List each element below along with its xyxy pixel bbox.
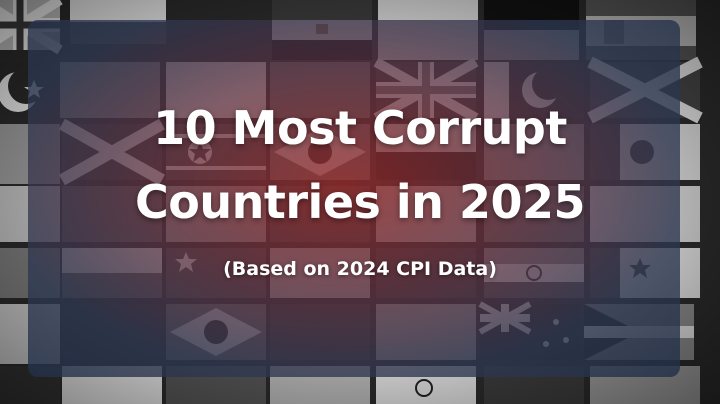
title-line-2: Countries in 2025 bbox=[135, 175, 585, 229]
subtitle: (Based on 2024 CPI Data) bbox=[223, 258, 497, 280]
title-line-1: 10 Most Corrupt bbox=[153, 101, 567, 155]
flag-white-band-icon bbox=[70, 0, 166, 22]
title-panel bbox=[28, 20, 680, 377]
